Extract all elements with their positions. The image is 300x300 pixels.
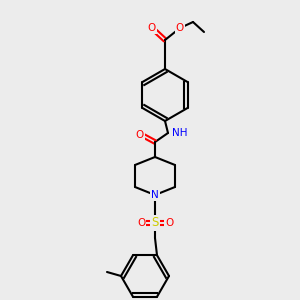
Text: O: O <box>165 218 173 228</box>
Text: O: O <box>136 130 144 140</box>
Text: O: O <box>137 218 145 228</box>
Text: NH: NH <box>172 128 188 138</box>
Text: S: S <box>151 217 159 230</box>
Text: O: O <box>148 23 156 33</box>
Text: N: N <box>151 190 159 200</box>
Text: O: O <box>176 23 184 33</box>
